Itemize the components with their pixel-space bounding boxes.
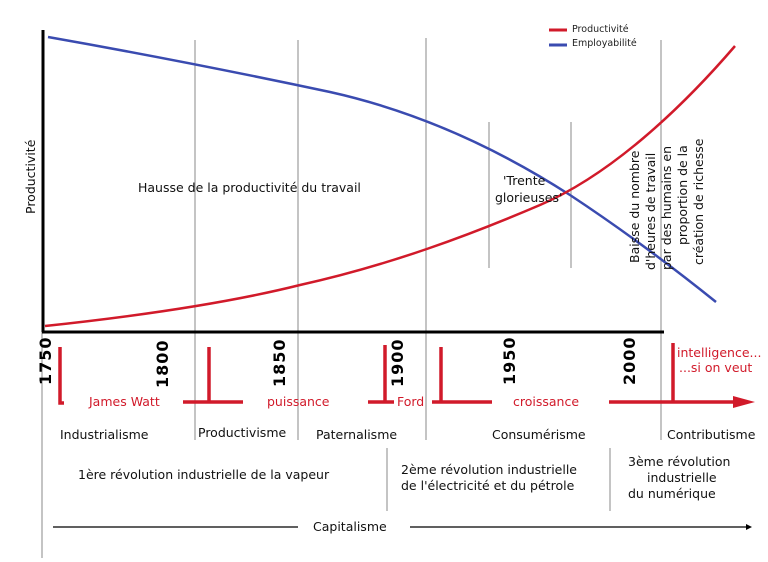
annotation-baisse-2: d'heures de travail: [643, 152, 658, 270]
timeline-red-lines: [58, 343, 735, 405]
revolution-third-3: du numérique: [628, 486, 716, 501]
year-1950: 1950: [500, 336, 519, 385]
timeline-intelligence-2: ...si on veut: [679, 360, 753, 375]
year-1750: 1750: [36, 336, 55, 385]
revolution-second-2: de l'électricité et du pétrole: [401, 478, 575, 493]
capitalisme-arrowhead: [746, 524, 752, 530]
y-axis-label: Productivité: [23, 139, 38, 214]
era-consumerisme: Consumérisme: [492, 427, 586, 442]
annotation-trente-2: glorieuses': [495, 190, 563, 205]
revolution-third-1: 3ème révolution: [628, 454, 731, 469]
year-1850: 1850: [270, 338, 289, 387]
timeline-ford: Ford: [397, 394, 425, 409]
legend-employabilite-label: Employabilité: [572, 38, 637, 49]
capitalisme-label: Capitalisme: [313, 519, 387, 534]
productivite-curve: [44, 45, 736, 328]
year-1900: 1900: [388, 338, 407, 387]
timeline-croissance: croissance: [513, 394, 580, 409]
legend-productivite-label: Productivité: [572, 24, 629, 35]
revolution-third-2: industrielle: [647, 470, 717, 485]
year-1800: 1800: [153, 339, 172, 388]
employabilite-curve: [47, 35, 717, 303]
timeline-arrowhead: [733, 396, 755, 408]
annotation-baisse-3: par des humains en: [659, 146, 674, 270]
era-productivisme: Productivisme: [198, 425, 287, 440]
annotation-baisse-5: création de richesse: [691, 138, 706, 265]
year-2000: 2000: [620, 336, 639, 385]
era-contributisme: Contributisme: [667, 427, 756, 442]
era-paternalisme: Paternalisme: [316, 427, 398, 442]
timeline-james-watt: James Watt: [89, 394, 160, 409]
timeline-puissance: puissance: [267, 394, 330, 409]
annotation-hausse: Hausse de la productivité du travail: [138, 180, 361, 195]
annotation-baisse-4: proportion de la: [675, 145, 690, 245]
annotation-baisse-1: Baisse du nombre: [627, 150, 642, 263]
revolution-first: 1ère révolution industrielle de la vapeu…: [78, 467, 330, 482]
timeline-intelligence-1: intelligence...: [677, 345, 762, 360]
annotation-trente-1: 'Trente: [503, 173, 546, 188]
revolution-second-1: 2ème révolution industrielle: [401, 462, 578, 477]
era-industrialisme: Industrialisme: [60, 427, 149, 442]
